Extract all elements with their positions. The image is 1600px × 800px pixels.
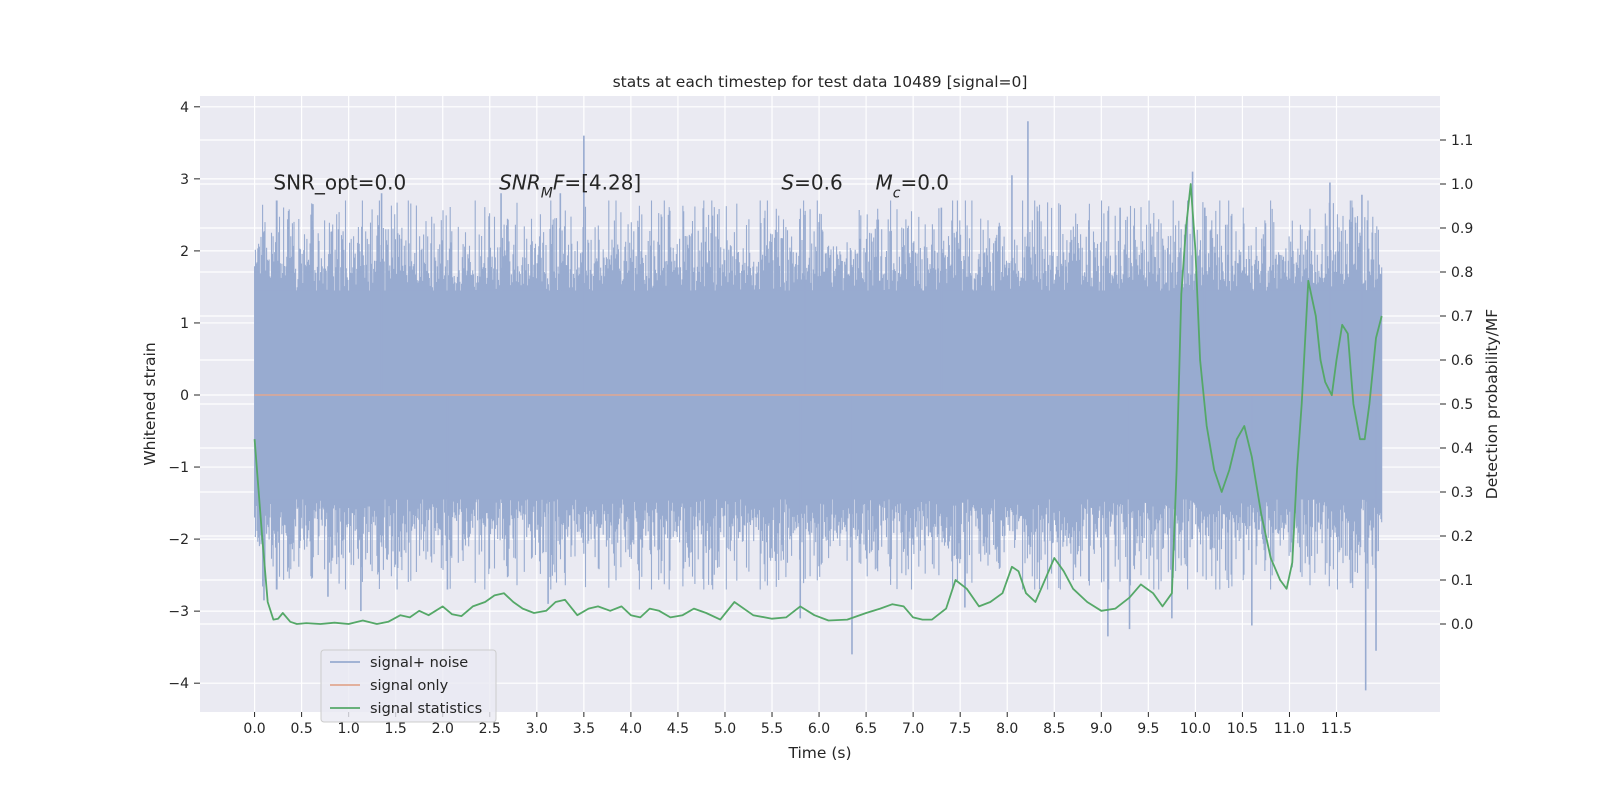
y-axis-ticks: 4 3 2 1 0 −1 −2 −3 −4	[168, 100, 200, 692]
y-right-axis-ticks: 1.1 1.0 0.9 0.8 0.7 0.6 0.5 0.4 0.3 0.2 0.1 0.0	[1440, 133, 1473, 633]
y-tick-label: 3	[180, 172, 189, 188]
x-tick-label: 10.5	[1227, 721, 1258, 737]
legend-label-signal: signal only	[370, 678, 449, 694]
y-right-tick-label: 0.8	[1451, 265, 1473, 281]
annotation-snr-opt: SNR_opt=0.0	[273, 171, 406, 195]
y-tick-label: 1	[180, 316, 189, 332]
y-right-tick-label: 0.2	[1451, 529, 1473, 545]
annotation-part: =[4.28]	[564, 171, 641, 195]
y-right-tick-label: 0.6	[1451, 353, 1473, 369]
annotation-part: c	[893, 186, 901, 202]
annotation-part: =0.6	[794, 171, 843, 195]
x-tick-label: 9.0	[1090, 721, 1112, 737]
y-right-axis-label: Detection probability/MF	[1483, 309, 1501, 500]
y-right-tick-label: 1.0	[1451, 177, 1473, 193]
x-tick-label: 2.5	[479, 721, 501, 737]
annotation-s-val: S=0.6	[781, 171, 842, 195]
x-tick-label: 2.0	[432, 721, 454, 737]
y-tick-label: −4	[168, 676, 189, 692]
x-tick-label: 8.0	[996, 721, 1018, 737]
x-tick-label: 3.0	[526, 721, 548, 737]
y-tick-label: −1	[168, 460, 189, 476]
chart-title: stats at each timestep for test data 104…	[613, 73, 1028, 91]
legend-frame	[320, 649, 497, 723]
x-tick-label: 4.0	[620, 721, 642, 737]
x-tick-label: 1.5	[385, 721, 407, 737]
x-tick-label: 9.5	[1137, 721, 1159, 737]
y-tick-label: −2	[168, 532, 189, 548]
x-tick-label: 10.0	[1180, 721, 1211, 737]
y-tick-label: 4	[180, 100, 189, 116]
y-right-tick-label: 1.1	[1451, 133, 1473, 149]
y-right-tick-label: 0.5	[1451, 397, 1473, 413]
signal-statistics-series	[253, 183, 1383, 625]
annotation-part: S	[781, 171, 794, 195]
y-right-tick-label: 0.0	[1451, 617, 1473, 633]
annotation-part: M	[876, 171, 893, 195]
y-right-tick-label: 0.1	[1451, 573, 1473, 589]
y-right-tick-label: 0.3	[1451, 485, 1473, 501]
x-tick-label: 6.5	[855, 721, 877, 737]
annotation-snr-mf: SNRMF=[4.28]	[499, 171, 641, 202]
x-tick-label: 5.5	[761, 721, 783, 737]
annotation-part: SNR	[499, 171, 541, 195]
x-axis-label: Time (s)	[787, 744, 851, 762]
legend-label-noise: signal+ noise	[370, 655, 468, 671]
x-tick-label: 7.5	[949, 721, 971, 737]
y-right-tick-label: 0.4	[1451, 441, 1473, 457]
x-tick-label: 5.0	[714, 721, 736, 737]
x-axis-ticks: 0.0 0.5 1.0 1.5 2.0 2.5 3.0 3.5 4.0 4.5 5.0 5.5 6.0 6…	[243, 712, 1352, 737]
annotation-part: M	[541, 186, 553, 202]
x-tick-label: 7.0	[902, 721, 924, 737]
annotation-part: =0.0	[900, 171, 949, 195]
legend: signal+ noise signal only signal statist…	[320, 649, 497, 723]
x-tick-label: 4.5	[667, 721, 689, 737]
signal-statistics-line	[253, 183, 1383, 625]
y-tick-label: −3	[168, 604, 189, 620]
y-tick-label: 0	[180, 388, 189, 404]
x-tick-label: 11.5	[1321, 721, 1352, 737]
x-tick-label: 3.5	[573, 721, 595, 737]
x-tick-label: 11.0	[1274, 721, 1305, 737]
annotations: SNR_opt=0.0 SNRMF=[4.28] S=0.6 Mc=0.0	[273, 171, 949, 202]
x-tick-label: 0.0	[243, 721, 265, 737]
annotation-mc-val: Mc=0.0	[876, 171, 950, 202]
y-axis-label: Whitened strain	[141, 342, 159, 465]
annotation-part: F	[553, 171, 565, 195]
x-tick-label: 1.0	[338, 721, 360, 737]
x-tick-label: 8.5	[1043, 721, 1065, 737]
y-right-tick-label: 0.9	[1451, 221, 1473, 237]
x-tick-label: 6.0	[808, 721, 830, 737]
y-right-tick-label: 0.7	[1451, 309, 1473, 325]
y-tick-label: 2	[180, 244, 189, 260]
x-tick-label: 0.5	[290, 721, 312, 737]
annotation-part: SNR_opt=0.0	[273, 171, 406, 195]
legend-label-stats: signal statistics	[370, 701, 482, 717]
